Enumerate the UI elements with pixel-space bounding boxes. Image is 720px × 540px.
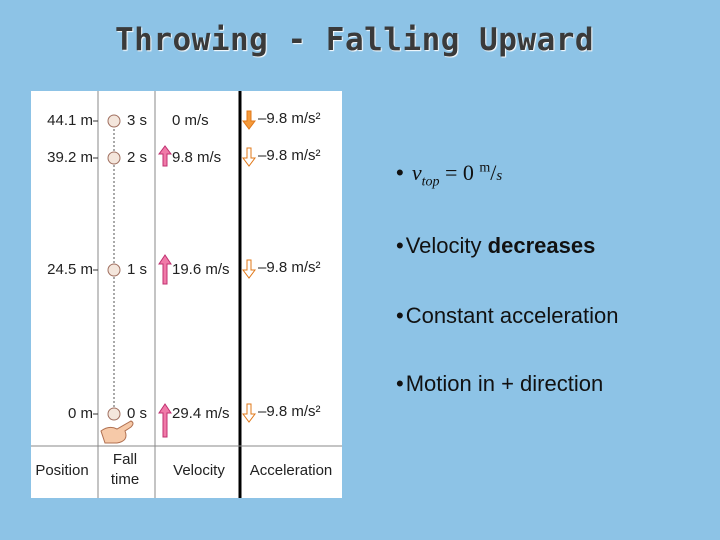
header: Acceleration [250,462,333,479]
slide-title: Throwing - Falling Upward [115,22,595,58]
time-label: 0 s [127,405,147,422]
time-label: 3 s [127,112,147,129]
bullet-text: Constant acceleration [405,303,619,328]
header: Fall [113,451,137,468]
position-label: 39.2 m [47,149,93,166]
acceleration-label: –9.8 m/s² [258,110,321,127]
header: Position [35,462,88,479]
header: Velocity [173,462,225,479]
time-label: 1 s [127,261,147,278]
ball [107,263,121,277]
unit: s [496,168,503,184]
ball [107,407,121,421]
velocity-label: 29.4 m/s [172,405,230,422]
header: time [111,471,139,488]
accel-arrow [242,403,256,423]
bullet-emphasis: decreases [487,233,596,258]
acceleration-label: –9.8 m/s² [258,259,321,276]
unit: m [479,160,491,176]
velocity-label: 9.8 m/s [172,149,221,166]
acceleration-label: –9.8 m/s² [258,147,321,164]
position-label: 24.5 m [47,261,93,278]
figure: 44.1 m 3 s 0 m/s –9.8 m/s² 39.2 m 2 s 9.8 m/s –… [31,91,342,498]
relation: = 0 [444,160,474,185]
accel-arrow [242,259,256,279]
position-label: 44.1 m [47,112,93,129]
ball [107,114,121,128]
bullet: vtop = 0 m/s [396,160,502,190]
time-label: 2 s [127,149,147,166]
accel-arrow [242,110,256,130]
position-label: 0 m [68,405,93,422]
velocity-label: 19.6 m/s [172,261,230,278]
bullet: Motion in + direction [396,371,604,397]
bullet-text: Velocity [405,233,482,258]
bullet: Constant acceleration [396,303,619,329]
ball [107,151,121,165]
bullet-text: Motion in + direction [405,371,604,396]
symbol: v [411,160,422,185]
bullet: Velocity decreases [396,233,596,259]
velocity-label: 0 m/s [172,112,209,129]
subscript: top [421,174,440,190]
accel-arrow [242,147,256,167]
acceleration-label: –9.8 m/s² [258,403,321,420]
